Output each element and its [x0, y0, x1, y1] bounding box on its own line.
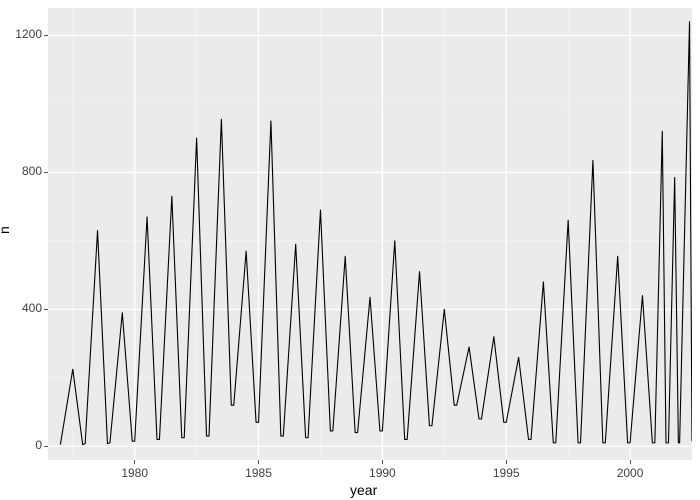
x-tick-mark	[134, 460, 135, 464]
x-tick-mark	[382, 460, 383, 464]
x-tick-label: 1985	[239, 466, 279, 480]
y-tick-mark	[44, 446, 48, 447]
y-axis-label: n	[0, 226, 12, 234]
x-tick-label: 1980	[115, 466, 155, 480]
chart-container: n year 0 400 800 1200 1980 1985 1990 1995 2000	[0, 0, 700, 500]
x-tick-label: 1990	[362, 466, 402, 480]
chart-svg	[0, 0, 700, 500]
x-tick-mark	[506, 460, 507, 464]
x-axis-label: year	[350, 482, 377, 498]
x-tick-label: 2000	[610, 466, 650, 480]
y-tick-mark	[44, 172, 48, 173]
x-tick-mark	[258, 460, 259, 464]
data-line	[60, 22, 692, 445]
y-tick-mark	[44, 35, 48, 36]
y-tick-label: 1200	[8, 27, 42, 41]
x-tick-label: 1995	[486, 466, 526, 480]
y-tick-label: 800	[8, 164, 42, 178]
x-tick-mark	[630, 460, 631, 464]
y-tick-label: 400	[8, 301, 42, 315]
y-tick-label: 0	[8, 438, 42, 452]
y-tick-mark	[44, 309, 48, 310]
